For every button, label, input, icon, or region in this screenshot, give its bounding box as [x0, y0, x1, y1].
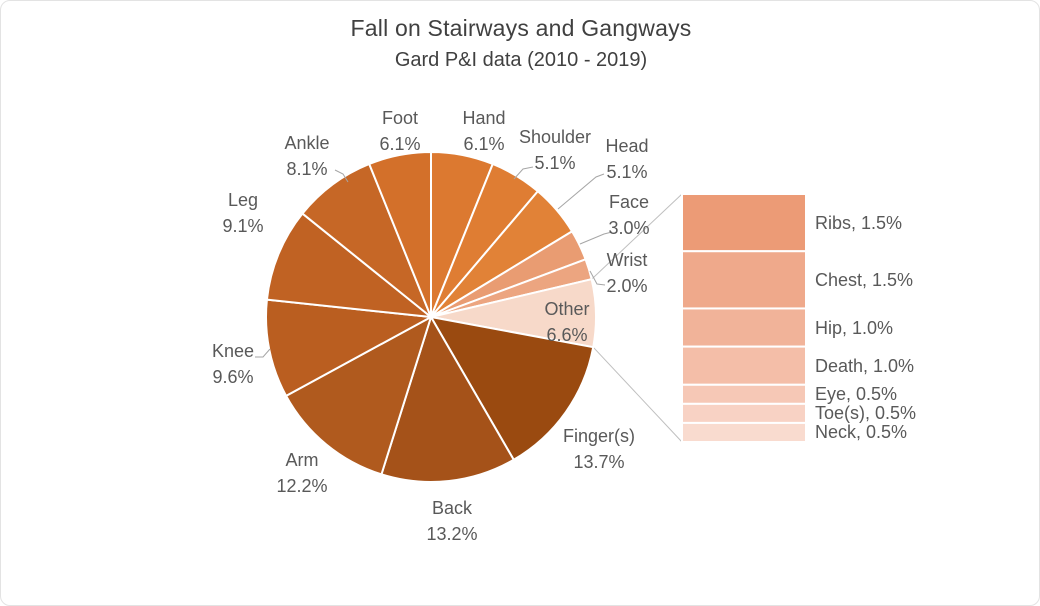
series-line-top [591, 193, 683, 280]
bar-label-eye: Eye, 0.5% [815, 384, 898, 405]
bar-segment-neck [681, 421, 807, 443]
pie-slice-back [380, 316, 515, 483]
pie-slice-leg [265, 212, 432, 318]
label-leader-line [255, 348, 271, 358]
pie-slice-foot [368, 151, 432, 318]
chart-title: Fall on Stairways and Gangways [350, 15, 692, 41]
bar-label-death: Death, 1.0% [815, 355, 915, 376]
bar-segment-eye [681, 383, 807, 405]
label-leader-line [557, 173, 605, 210]
bar-label-toes: Toe(s), 0.5% [815, 403, 917, 424]
pie-label-knee: Knee 9.6% [211, 341, 255, 387]
label-leader-line [579, 231, 613, 245]
pie-label-leg: Leg 9.1% [222, 190, 264, 236]
label-leader-line [589, 270, 606, 286]
bar-label-chest: Chest, 1.5% [815, 269, 914, 290]
pie-label-ankle: Ankle 8.1% [284, 133, 330, 179]
pie-slice-arm [285, 316, 432, 476]
label-leader-line [513, 166, 534, 180]
pie-label-other: Other 6.6% [544, 299, 590, 345]
pie-label-arm: Arm 12.2% [276, 450, 328, 496]
bar-segment-death [681, 345, 807, 386]
bar-segment-hip [681, 307, 807, 348]
pie-label-back: Back 13.2% [426, 498, 478, 544]
pie-label-wrist: Wrist 2.0% [606, 250, 648, 296]
pie-label-face: Face 3.0% [608, 192, 650, 238]
chart-subtitle: Gard P&I data (2010 - 2019) [394, 49, 648, 71]
bar-segment-ribs [681, 193, 807, 253]
bar-label-neck: Neck, 0.5% [815, 422, 908, 443]
pie-label-foot: Foot 6.1% [379, 108, 421, 154]
label-leader-line [334, 169, 349, 183]
bar-segment-toes [681, 402, 807, 424]
bar-label-ribs: Ribs, 1.5% [815, 212, 903, 233]
bar-segment-chest [681, 250, 807, 310]
pie-label-head: Head 5.1% [605, 136, 649, 182]
bar-label-hip: Hip, 1.0% [815, 317, 894, 338]
pie-label-fingers: Finger(s) 13.7% [562, 426, 636, 472]
pie-label-hand: Hand 6.1% [462, 108, 506, 154]
pie-label-shoulder: Shoulder 5.1% [518, 127, 592, 173]
pie-slice-fingers [430, 316, 595, 461]
series-line-bottom [592, 346, 683, 443]
